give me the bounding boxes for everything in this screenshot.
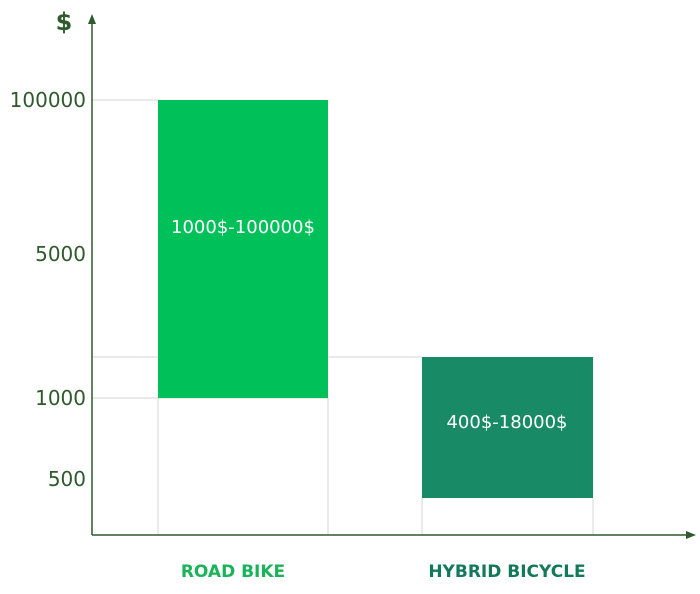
y-tick-label-5000: 5000 (35, 242, 86, 266)
y-axis-label: $ (56, 8, 73, 36)
y-axis-arrow-icon (88, 14, 96, 24)
category-label-hybrid-bicycle: HYBRID BICYCLE (428, 562, 585, 582)
x-axis-arrow-icon (686, 531, 696, 539)
y-tick-label-100000: 100000 (10, 88, 86, 112)
hybrid-bicycle-range-bar (422, 357, 593, 498)
hybrid-bicycle-range-label: 400$-18000$ (446, 412, 567, 433)
road-bike-range-label: 1000$-100000$ (171, 217, 315, 238)
road-bike-range-bar (158, 100, 328, 398)
category-label-road-bike: ROAD BIKE (181, 562, 285, 582)
y-tick-label-1000: 1000 (35, 386, 86, 410)
y-tick-label-500: 500 (48, 467, 86, 491)
